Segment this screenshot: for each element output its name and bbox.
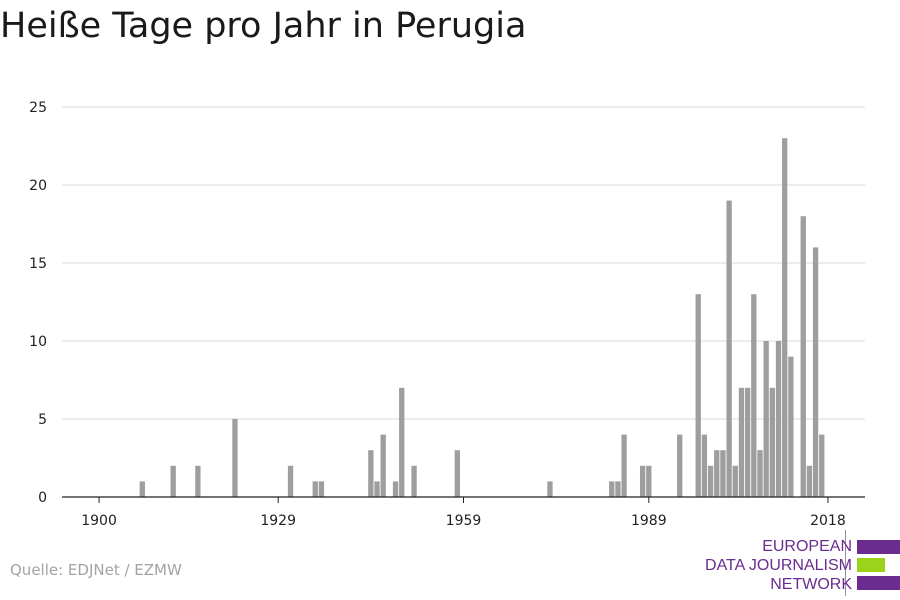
logo-divider xyxy=(845,530,846,596)
bar xyxy=(392,481,399,497)
bar xyxy=(751,294,757,497)
bar xyxy=(819,434,825,497)
bar xyxy=(639,465,646,497)
bar xyxy=(195,465,201,497)
y-tick-label: 5 xyxy=(38,412,47,428)
bar xyxy=(287,465,294,497)
bar xyxy=(720,450,726,497)
source-note: Quelle: EDJNet / EZMW xyxy=(10,561,182,579)
bar xyxy=(411,465,417,497)
chart-title: Heiße Tage pro Jahr in Perugia xyxy=(0,6,527,46)
logo-text-european: EUROPEAN xyxy=(762,538,852,555)
bar xyxy=(547,481,553,497)
x-tick-label: 1989 xyxy=(631,513,667,529)
y-tick-label: 10 xyxy=(29,334,47,350)
bar xyxy=(454,450,460,497)
bar xyxy=(757,450,763,497)
bar xyxy=(615,481,621,497)
bar xyxy=(782,138,788,497)
bar xyxy=(769,387,776,497)
bar xyxy=(139,481,145,497)
x-tick-label: 1959 xyxy=(446,513,482,529)
bar xyxy=(380,434,386,497)
bars xyxy=(139,138,825,497)
bar xyxy=(726,200,732,497)
bar xyxy=(232,419,238,497)
x-tick-label: 1900 xyxy=(81,513,117,529)
bar xyxy=(368,450,374,497)
bar xyxy=(312,481,318,497)
bar xyxy=(374,481,380,497)
bar xyxy=(695,294,701,497)
logo-bar-purple-top xyxy=(857,540,900,554)
logo-bar-purple-bottom xyxy=(857,576,900,590)
logo-text-data-journalism: DATA JOURNALISM xyxy=(705,557,852,574)
bar xyxy=(646,465,652,497)
bar xyxy=(609,481,615,497)
y-tick-label: 25 xyxy=(29,100,47,116)
bar xyxy=(621,434,627,497)
bar xyxy=(788,356,794,497)
grid-lines xyxy=(62,106,865,420)
x-tick-label: 2018 xyxy=(810,513,846,529)
bar xyxy=(732,465,738,497)
bar xyxy=(714,450,720,497)
logo-bar-green xyxy=(857,558,885,572)
bar xyxy=(744,387,751,497)
bar xyxy=(800,216,806,497)
bar xyxy=(701,434,708,497)
y-tick-label: 0 xyxy=(38,490,47,506)
y-tick-label: 20 xyxy=(29,178,47,194)
bar xyxy=(677,434,683,497)
bar xyxy=(170,465,176,497)
y-tick-label: 15 xyxy=(29,256,47,272)
bar xyxy=(763,341,769,497)
bar xyxy=(707,465,714,497)
bar xyxy=(812,247,819,497)
x-tick-label: 1929 xyxy=(260,513,296,529)
bar xyxy=(806,465,813,497)
edjnet-logo: EUROPEAN DATA JOURNALISM NETWORK xyxy=(700,530,900,596)
logo-text-network: NETWORK xyxy=(770,576,852,593)
bar xyxy=(318,481,325,497)
bar xyxy=(738,387,745,497)
bar xyxy=(775,341,782,497)
axes: 0 5 10 15 20 25 1900 1929 1959 1989 2018 xyxy=(29,100,865,529)
bar xyxy=(399,387,405,497)
